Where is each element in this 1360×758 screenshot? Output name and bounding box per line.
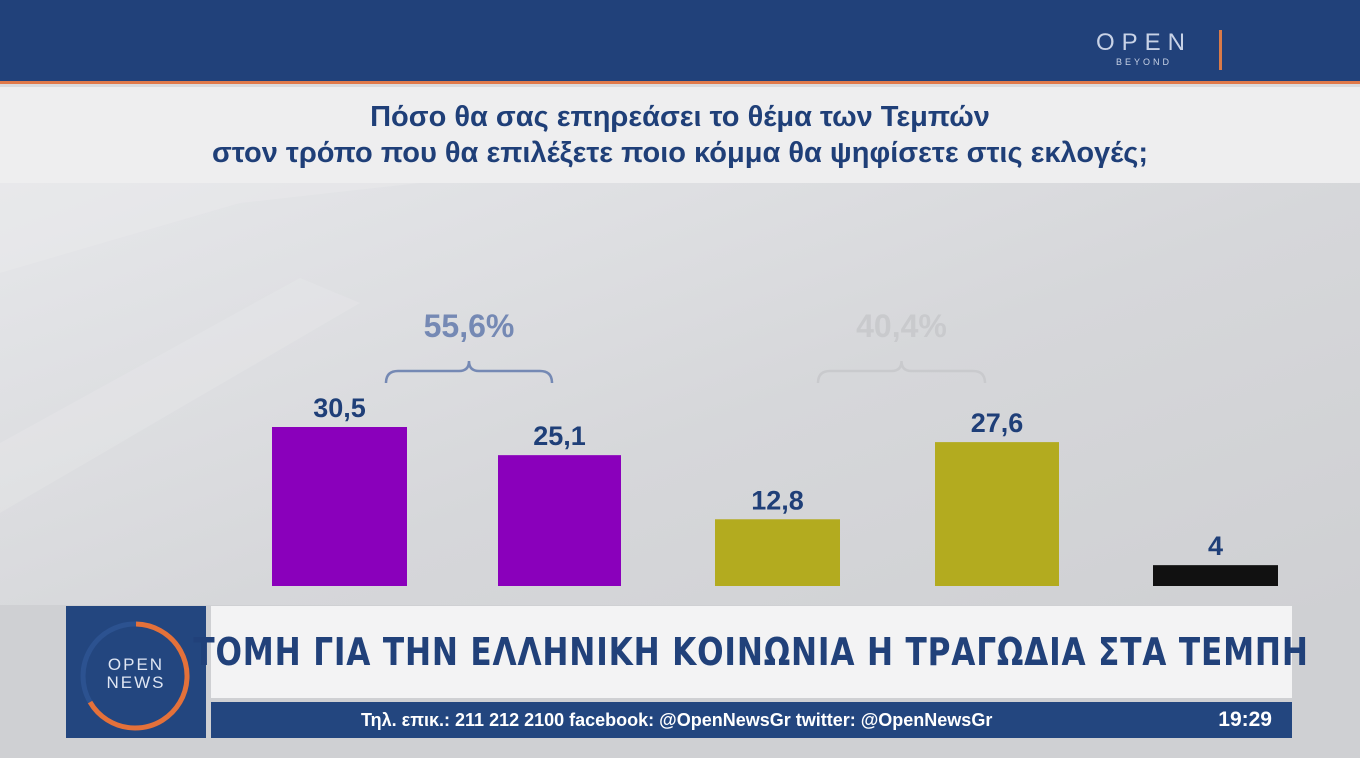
bar-chart: 30,5 25,1 12,8 27,6 4 55,6% 40,4%	[0, 183, 1278, 586]
bar-5	[1153, 565, 1278, 586]
chart-area: 30,5 25,1 12,8 27,6 4 55,6% 40,4%	[0, 183, 1360, 605]
question-panel: Πόσο θα σας επηρεάσει το θέμα των Τεμπών…	[0, 87, 1360, 183]
bar-1	[272, 427, 407, 586]
bar-value-label-2: 25,1	[533, 421, 586, 451]
group-total-label-1: 55,6%	[424, 308, 515, 344]
top-bar: OPEN BEYOND	[0, 0, 1360, 84]
bar-2	[498, 455, 621, 586]
clock: 19:29	[1218, 708, 1272, 731]
group-total-label-2: 40,4%	[856, 308, 947, 344]
news-logo-text-1: OPEN	[108, 655, 164, 674]
group-brace-1	[384, 360, 554, 384]
group-brace-2	[816, 360, 987, 384]
bar-value-label-1: 30,5	[313, 393, 366, 423]
bar-value-label-4: 27,6	[971, 408, 1024, 438]
logo-top-subtext: BEYOND	[1116, 57, 1173, 67]
question-line-1: Πόσο θα σας επηρεάσει το θέμα των Τεμπών	[370, 101, 990, 133]
logo-top-text: OPEN	[1096, 29, 1193, 56]
headline-banner: ΤΟΜΗ ΓΙΑ ΤΗΝ ΕΛΛΗΝΙΚΗ ΚΟΙΝΩΝΙΑ Η ΤΡΑΓΩΔΙ…	[194, 606, 1308, 698]
logo-accent-bar	[1219, 30, 1222, 70]
bar-value-label-5: 4	[1208, 531, 1223, 561]
question-line-2: στον τρόπο που θα επιλέξετε ποιο κόμμα θ…	[212, 137, 1148, 169]
open-news-logo: OPEN NEWS	[66, 606, 206, 738]
ticker-bar: Τηλ. επικ.: 211 212 2100 facebook: @Open…	[211, 702, 1292, 738]
open-logo-icon: OPEN BEYOND	[1096, 30, 1192, 68]
bar-3	[715, 519, 840, 586]
news-logo-text-2: NEWS	[107, 673, 166, 692]
contact-info: Τηλ. επικ.: 211 212 2100 facebook: @Open…	[361, 710, 993, 730]
bar-4	[935, 442, 1059, 586]
open-news-ring-icon: OPEN NEWS	[80, 621, 190, 731]
bar-value-label-3: 12,8	[751, 485, 804, 515]
headline-text: ΤΟΜΗ ΓΙΑ ΤΗΝ ΕΛΛΗΝΙΚΗ ΚΟΙΝΩΝΙΑ Η ΤΡΑΓΩΔΙ…	[193, 630, 1310, 674]
